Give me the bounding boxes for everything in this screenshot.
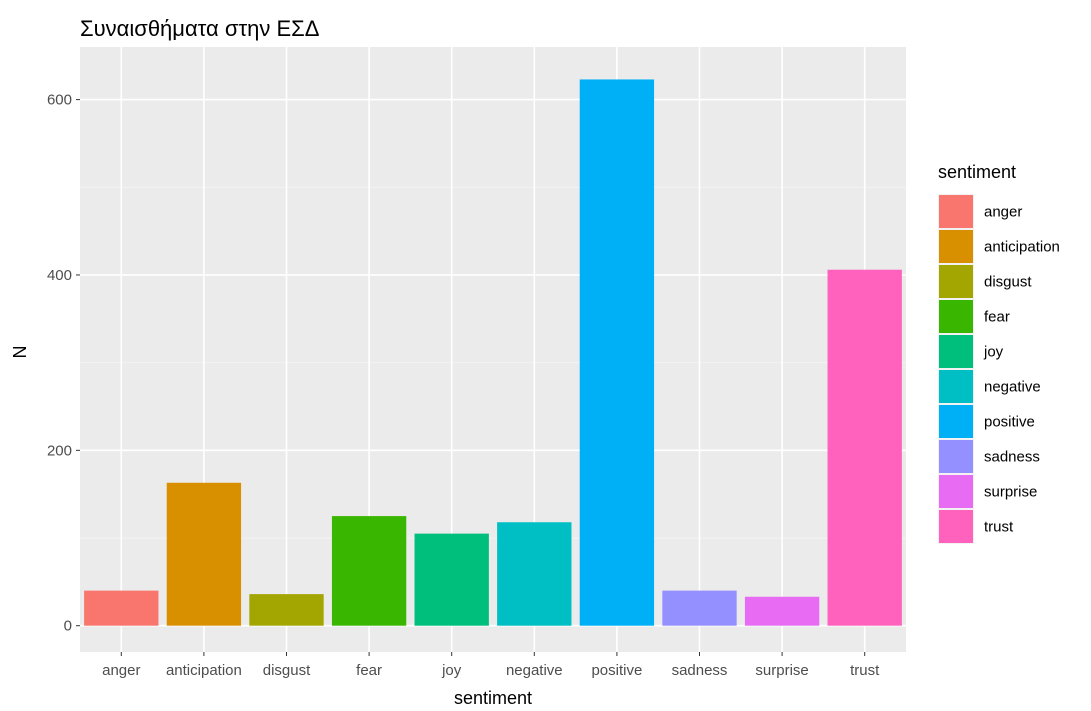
legend: sentiment anger anticipation disgust fear jo… <box>938 162 1060 544</box>
legend-label-negative: negative <box>984 379 1041 396</box>
x-tick-label-surprise: surprise <box>755 662 808 679</box>
bar-negative <box>497 522 572 626</box>
bar-trust <box>827 269 902 626</box>
x-axis-title: sentiment <box>454 688 532 708</box>
x-tick-label-negative: negative <box>506 662 563 679</box>
legend-label-disgust: disgust <box>984 274 1032 291</box>
bar-surprise <box>744 596 820 626</box>
x-tick-label-trust: trust <box>850 662 880 679</box>
y-axis: 0 200 400 600 <box>47 92 80 635</box>
x-tick-label-anger: anger <box>102 662 140 679</box>
legend-label-positive: positive <box>984 414 1035 431</box>
legend-swatch-trust <box>939 510 973 543</box>
legend-swatch-anger <box>939 195 973 228</box>
legend-label-surprise: surprise <box>984 484 1037 501</box>
legend-swatch-fear <box>939 300 973 333</box>
legend-swatch-sadness <box>939 440 973 473</box>
x-tick-label-disgust: disgust <box>263 662 311 679</box>
legend-swatch-negative <box>939 370 973 403</box>
bars <box>84 79 902 626</box>
legend-label-fear: fear <box>984 309 1010 326</box>
bar-sadness <box>662 590 737 626</box>
bar-positive <box>579 79 655 626</box>
chart-title: Συναισθήματα στην ΕΣΔ <box>80 16 320 41</box>
legend-swatch-joy <box>939 335 973 368</box>
bar-anticipation <box>166 482 242 626</box>
bar-fear <box>331 516 407 626</box>
legend-label-anger: anger <box>984 204 1022 221</box>
legend-title: sentiment <box>938 162 1016 182</box>
y-axis-title: N <box>10 346 30 359</box>
x-tick-label-positive: positive <box>591 662 642 679</box>
x-tick-label-anticipation: anticipation <box>166 662 242 679</box>
legend-label-joy: joy <box>983 344 1004 361</box>
x-tick-label-sadness: sadness <box>672 662 728 679</box>
bar-anger <box>84 590 159 626</box>
legend-swatch-anticipation <box>939 230 973 263</box>
legend-label-anticipation: anticipation <box>984 239 1060 256</box>
bar-disgust <box>249 594 324 626</box>
legend-swatch-disgust <box>939 265 973 298</box>
y-tick-label: 200 <box>47 442 72 459</box>
y-tick-label: 0 <box>64 618 72 635</box>
legend-swatch-positive <box>939 405 973 438</box>
legend-swatch-surprise <box>939 475 973 508</box>
bar-joy <box>414 533 489 626</box>
y-tick-label: 600 <box>47 92 72 109</box>
x-tick-label-joy: joy <box>441 662 462 679</box>
x-tick-label-fear: fear <box>356 662 382 679</box>
legend-label-trust: trust <box>984 519 1014 536</box>
legend-label-sadness: sadness <box>984 449 1040 466</box>
y-tick-label: 400 <box>47 267 72 284</box>
x-axis: anger anticipation disgust fear joy negative p… <box>102 652 880 679</box>
